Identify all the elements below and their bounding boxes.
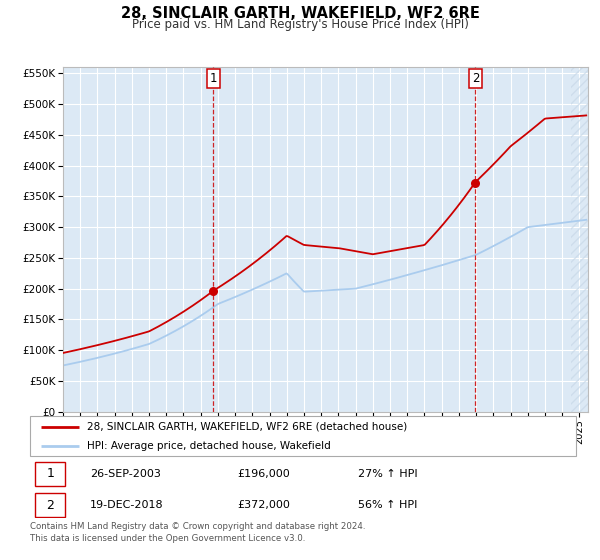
FancyBboxPatch shape — [35, 462, 65, 486]
Text: 28, SINCLAIR GARTH, WAKEFIELD, WF2 6RE (detached house): 28, SINCLAIR GARTH, WAKEFIELD, WF2 6RE (… — [88, 422, 407, 432]
Text: 28, SINCLAIR GARTH, WAKEFIELD, WF2 6RE: 28, SINCLAIR GARTH, WAKEFIELD, WF2 6RE — [121, 6, 479, 21]
Text: 1: 1 — [209, 72, 217, 85]
FancyBboxPatch shape — [30, 416, 576, 456]
Text: £196,000: £196,000 — [238, 469, 290, 479]
Text: 27% ↑ HPI: 27% ↑ HPI — [358, 469, 417, 479]
Text: Contains HM Land Registry data © Crown copyright and database right 2024.
This d: Contains HM Land Registry data © Crown c… — [30, 522, 365, 543]
Text: 1: 1 — [47, 468, 55, 480]
Text: 19-DEC-2018: 19-DEC-2018 — [90, 500, 164, 510]
FancyBboxPatch shape — [35, 493, 65, 517]
Text: £372,000: £372,000 — [238, 500, 290, 510]
Text: HPI: Average price, detached house, Wakefield: HPI: Average price, detached house, Wake… — [88, 441, 331, 451]
Text: 2: 2 — [47, 498, 55, 512]
Text: 2: 2 — [472, 72, 479, 85]
Text: Price paid vs. HM Land Registry's House Price Index (HPI): Price paid vs. HM Land Registry's House … — [131, 18, 469, 31]
Bar — [571, 67, 588, 412]
Bar — [571, 67, 588, 412]
Text: 26-SEP-2003: 26-SEP-2003 — [90, 469, 161, 479]
Text: 56% ↑ HPI: 56% ↑ HPI — [358, 500, 417, 510]
